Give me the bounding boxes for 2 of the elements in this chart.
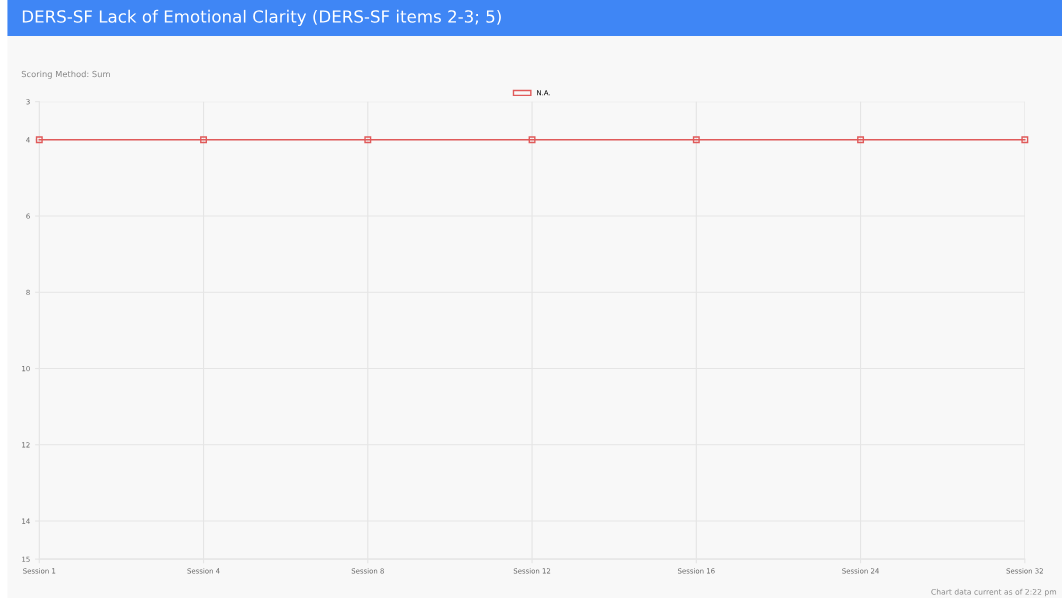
chart-title: DERS-SF Lack of Emotional Clarity (DERS-SF items 2-3; 5) (22, 9, 501, 27)
chart-subtitle: Scoring Method: Sum (21, 70, 110, 79)
